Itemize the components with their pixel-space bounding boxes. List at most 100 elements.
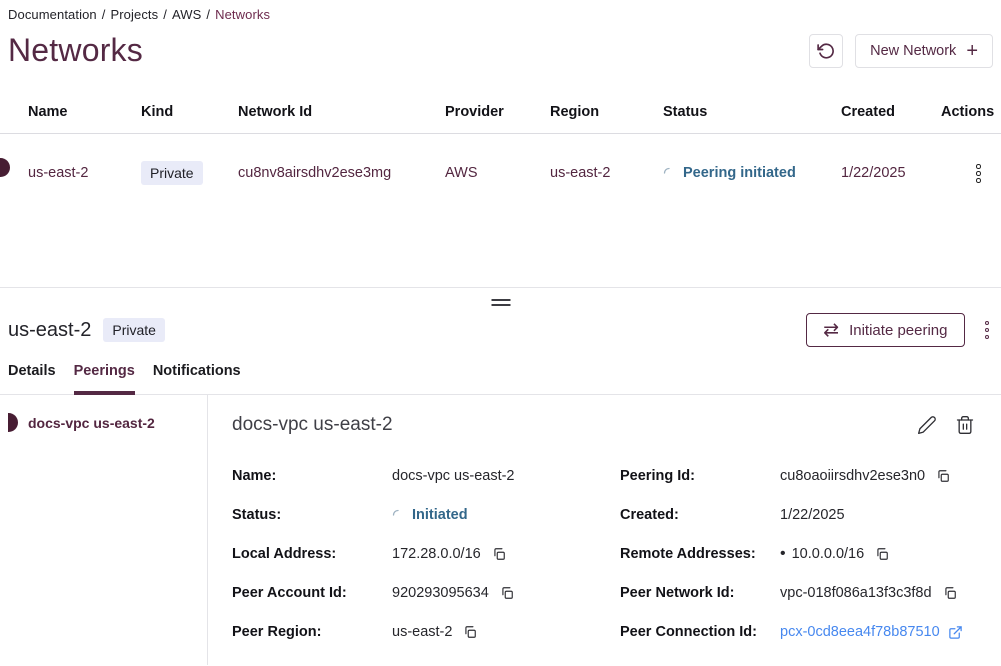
field-status: Status: Initiated <box>232 503 620 527</box>
field-value-with-copy: us-east-2 <box>392 623 479 641</box>
cell-provider: AWS <box>445 165 478 182</box>
panel-actions: ⇄ Initiate peering <box>806 313 993 347</box>
field-value: 10.0.0.0/16 <box>791 546 865 562</box>
column-header-region: Region <box>550 104 600 120</box>
field-value: 172.28.0.0/16 <box>392 546 481 562</box>
status-text: Peering initiated <box>683 165 796 182</box>
refresh-button[interactable] <box>809 33 844 68</box>
field-value: 1/22/2025 <box>780 507 845 523</box>
panel-kind-badge: Private <box>103 318 165 342</box>
field-label: Created: <box>620 507 679 523</box>
tab-peerings[interactable]: Peerings <box>73 363 135 395</box>
page-title: Networks <box>8 32 143 68</box>
cell-network-id: cu8nv8airsdhv2ese3mg <box>238 165 392 182</box>
trash-icon <box>955 415 975 435</box>
tab-notifications[interactable]: Notifications <box>153 363 241 395</box>
field-label: Peer Account Id: <box>232 585 347 601</box>
copy-icon <box>936 469 950 483</box>
initiate-peering-button[interactable]: ⇄ Initiate peering <box>806 313 965 347</box>
networks-table: Name Kind Network Id Provider Region Sta… <box>0 91 1001 213</box>
column-header-status: Status <box>663 104 708 120</box>
splitter-drag-handle[interactable] <box>491 299 510 309</box>
delete-peering-button[interactable] <box>953 413 977 437</box>
field-value-with-copy: 172.28.0.0/16 <box>392 545 508 563</box>
link-text: pcx-0cd8eea4f78b87510 <box>780 624 940 640</box>
copy-icon <box>463 625 477 639</box>
peer-connection-link[interactable]: pcx-0cd8eea4f78b87510 <box>780 624 963 640</box>
breadcrumb-aws[interactable]: AWS <box>171 7 202 22</box>
copy-button[interactable] <box>941 584 959 602</box>
spinner-icon <box>663 167 675 179</box>
field-value-with-copy: cu8oaoiirsdhv2ese3n0 <box>780 467 952 485</box>
field-peer-region: Peer Region: us-east-2 <box>232 620 620 644</box>
cell-region: us-east-2 <box>550 165 611 182</box>
breadcrumb: Documentation / Projects / AWS / Networks <box>0 0 1001 22</box>
header-actions: New Network + <box>809 33 993 68</box>
peering-list-item[interactable]: docs-vpc us-east-2 <box>8 407 199 438</box>
field-value: 920293095634 <box>392 585 489 601</box>
networks-table-header: Name Kind Network Id Provider Region Sta… <box>0 91 1001 134</box>
field-label: Peer Network Id: <box>620 585 735 601</box>
copy-button[interactable] <box>934 467 952 485</box>
peerings-tab-body: docs-vpc us-east-2 docs-vpc us-east-2 <box>0 395 1001 665</box>
field-label: Peer Connection Id: <box>620 624 757 640</box>
peering-marker-icon <box>8 413 18 432</box>
peering-fields: Name: docs-vpc us-east-2 Status: Initiat… <box>232 464 977 659</box>
field-label: Name: <box>232 468 277 484</box>
breadcrumb-separator: / <box>101 7 106 22</box>
initiate-peering-label: Initiate peering <box>849 321 948 339</box>
field-peer-connection-id: Peer Connection Id: pcx-0cd8eea4f78b8751… <box>620 620 977 644</box>
field-value-with-copy: 920293095634 <box>392 584 516 602</box>
panel-tabs: Details Peerings Notifications <box>0 363 1001 395</box>
external-link-icon <box>948 625 963 640</box>
swap-arrows-icon: ⇄ <box>823 319 840 341</box>
breadcrumb-projects[interactable]: Projects <box>110 7 159 22</box>
column-header-kind: Kind <box>141 104 174 120</box>
new-network-button[interactable]: New Network + <box>855 33 993 68</box>
copy-button[interactable] <box>498 584 516 602</box>
field-peer-account-id: Peer Account Id: 920293095634 <box>232 581 620 605</box>
edit-peering-button[interactable] <box>915 413 939 437</box>
field-local-address: Local Address: 172.28.0.0/16 <box>232 542 620 566</box>
field-value-with-copy: • 10.0.0.0/16 <box>780 545 891 563</box>
networks-page-top: Documentation / Projects / AWS / Networks Netw… <box>0 0 1001 306</box>
column-header-created: Created <box>841 104 895 120</box>
copy-icon <box>492 547 506 561</box>
column-header-name: Name <box>28 104 68 120</box>
field-label: Local Address: <box>232 546 337 562</box>
panel-kebab-button[interactable] <box>981 317 994 344</box>
panel-header: us-east-2 Private ⇄ Initiate peering <box>0 288 1001 347</box>
peering-list: docs-vpc us-east-2 <box>0 395 208 665</box>
field-value: cu8oaoiirsdhv2ese3n0 <box>780 468 926 484</box>
field-created: Created: 1/22/2025 <box>620 503 977 527</box>
spinner-icon <box>392 509 404 521</box>
copy-icon <box>875 547 889 561</box>
field-peering-id: Peering Id: cu8oaoiirsdhv2ese3n0 <box>620 464 977 488</box>
field-value: vpc-018f086a13f3c3f8d <box>780 585 932 601</box>
tab-details[interactable]: Details <box>8 363 56 395</box>
cell-name: us-east-2 <box>28 165 89 182</box>
table-row[interactable]: us-east-2 Private cu8nv8airsdhv2ese3mg A… <box>0 134 1001 213</box>
field-value: docs-vpc us-east-2 <box>392 468 515 484</box>
column-header-network-id: Network Id <box>238 104 313 120</box>
panel-title-wrap: us-east-2 Private <box>8 318 165 342</box>
breadcrumb-documentation[interactable]: Documentation <box>8 7 97 22</box>
copy-icon <box>943 586 957 600</box>
peering-item-label: docs-vpc us-east-2 <box>28 414 155 431</box>
row-actions-kebab-button[interactable] <box>972 160 985 187</box>
refresh-icon <box>817 42 835 60</box>
panel-title: us-east-2 <box>8 318 92 341</box>
copy-button[interactable] <box>461 623 479 641</box>
field-label: Peer Region: <box>232 624 322 640</box>
field-value: us-east-2 <box>392 624 453 640</box>
copy-button[interactable] <box>490 545 508 563</box>
copy-button[interactable] <box>873 545 891 563</box>
network-detail-panel: us-east-2 Private ⇄ Initiate peering Det… <box>0 288 1001 665</box>
column-header-actions: Actions <box>941 104 995 120</box>
cell-kind: Private <box>141 134 238 213</box>
copy-icon <box>500 586 514 600</box>
pencil-icon <box>917 415 937 435</box>
cell-actions <box>941 134 1001 213</box>
network-marker-icon <box>0 158 10 177</box>
field-peer-network-id: Peer Network Id: vpc-018f086a13f3c3f8d <box>620 581 977 605</box>
